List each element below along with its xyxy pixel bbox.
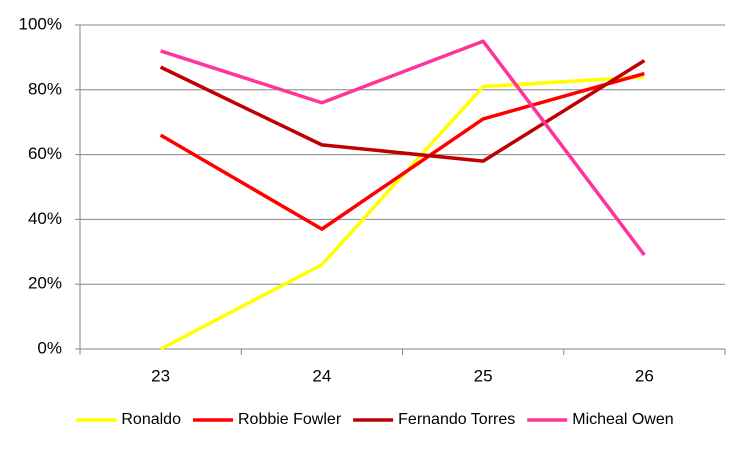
y-tick-label: 40% [28, 209, 62, 228]
legend-label: Robbie Fowler [238, 411, 342, 428]
legend-label: Ronaldo [121, 411, 181, 428]
x-tick-label: 23 [151, 366, 170, 385]
x-tick-label: 25 [474, 366, 493, 385]
x-tick-label: 24 [312, 366, 331, 385]
series-line [159, 59, 646, 163]
series-line [159, 75, 645, 351]
series-line [159, 71, 645, 231]
x-tick-label: 26 [635, 366, 654, 385]
y-tick-label: 80% [28, 79, 62, 98]
legend-label: Micheal Owen [572, 411, 673, 428]
y-tick-label: 60% [28, 144, 62, 163]
y-tick-label: 20% [28, 274, 62, 293]
y-tick-label: 100% [19, 14, 62, 33]
y-tick-label: 0% [37, 338, 62, 357]
series-line [160, 39, 646, 257]
legend-label: Fernando Torres [398, 411, 515, 428]
